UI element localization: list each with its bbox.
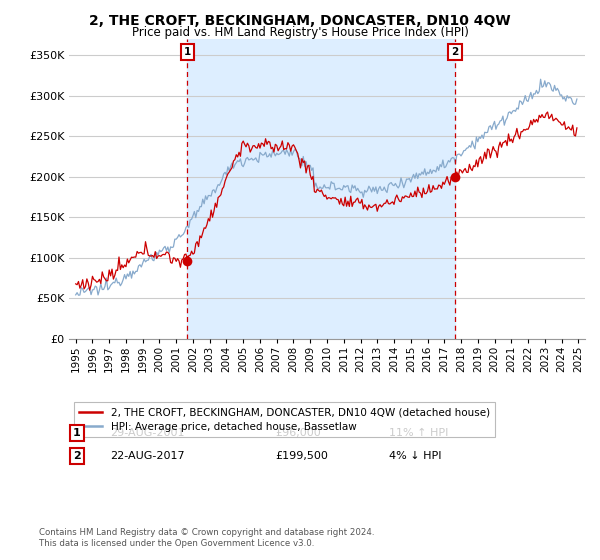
- Legend: 2, THE CROFT, BECKINGHAM, DONCASTER, DN10 4QW (detached house), HPI: Average pri: 2, THE CROFT, BECKINGHAM, DONCASTER, DN1…: [74, 403, 495, 437]
- Text: £96,000: £96,000: [275, 428, 321, 438]
- Text: 2: 2: [451, 47, 458, 57]
- Text: Price paid vs. HM Land Registry's House Price Index (HPI): Price paid vs. HM Land Registry's House …: [131, 26, 469, 39]
- Text: 1: 1: [184, 47, 191, 57]
- Text: 4% ↓ HPI: 4% ↓ HPI: [389, 451, 442, 461]
- Text: 29-AUG-2001: 29-AUG-2001: [110, 428, 185, 438]
- Text: 2, THE CROFT, BECKINGHAM, DONCASTER, DN10 4QW: 2, THE CROFT, BECKINGHAM, DONCASTER, DN1…: [89, 14, 511, 28]
- Text: Contains HM Land Registry data © Crown copyright and database right 2024.
This d: Contains HM Land Registry data © Crown c…: [39, 528, 374, 548]
- Text: 2: 2: [73, 451, 80, 461]
- Text: £199,500: £199,500: [275, 451, 328, 461]
- Text: 11% ↑ HPI: 11% ↑ HPI: [389, 428, 448, 438]
- Text: 1: 1: [73, 428, 80, 438]
- Text: 22-AUG-2017: 22-AUG-2017: [110, 451, 185, 461]
